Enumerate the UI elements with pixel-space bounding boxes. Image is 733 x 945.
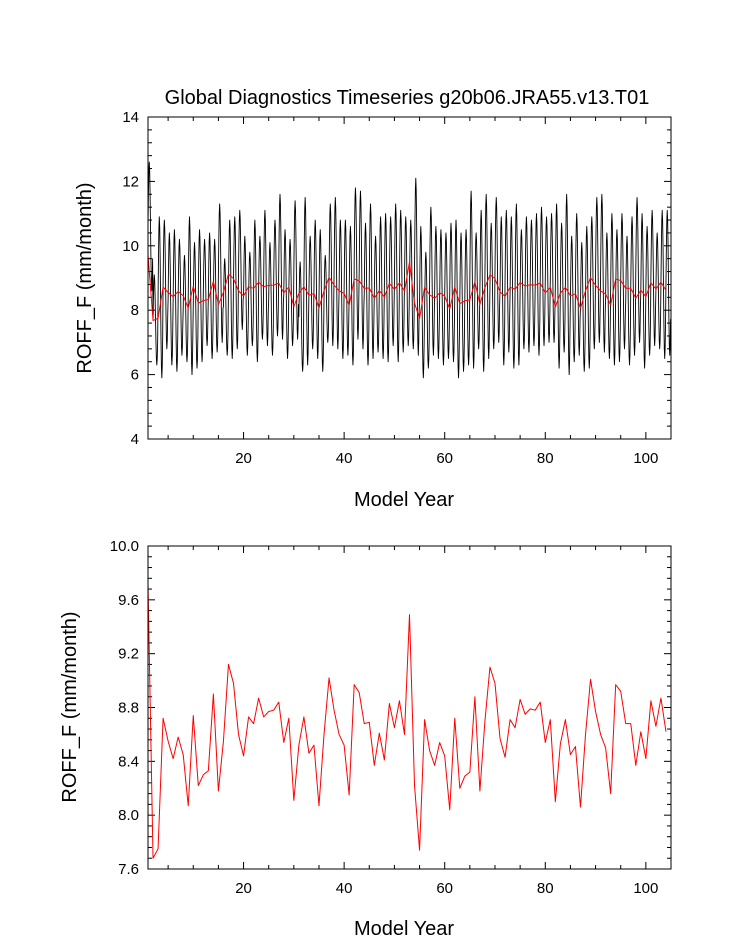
y-tick-label: 8.8 <box>118 700 139 717</box>
x-tick-label: 20 <box>235 880 252 897</box>
x-tick-label: 60 <box>436 450 453 467</box>
axis-ticks: 20 40 60 80 100 4 6 8 10 12 14 <box>122 109 672 467</box>
x-tick-label: 20 <box>235 450 252 467</box>
x-tick-label: 40 <box>336 880 353 897</box>
plot-series <box>148 161 671 379</box>
y-tick-label: 12 <box>122 173 139 190</box>
monthly-series-line <box>148 161 671 379</box>
annual-mean-series-line <box>148 254 667 321</box>
x-axis-label: Model Year <box>354 918 454 940</box>
y-tick-label: 10 <box>122 238 139 255</box>
y-axis-label: ROFF_F (mm/month) <box>59 611 81 802</box>
x-tick-label: 60 <box>436 880 453 897</box>
x-axis-label: Model Year <box>354 489 454 511</box>
x-tick-label: 100 <box>633 450 658 467</box>
axis-ticks: 20 40 60 80 100 7.6 8.0 8.4 8.8 9.2 9.6 10.0 <box>110 538 672 897</box>
x-tick-label: 40 <box>336 450 353 467</box>
y-tick-label: 9.6 <box>118 592 139 609</box>
top-chart: Global Diagnostics Timeseries g20b06.JRA… <box>74 87 672 511</box>
plot-frame <box>147 545 672 870</box>
y-tick-label: 8 <box>131 302 139 319</box>
y-tick-label: 10.0 <box>110 538 139 555</box>
y-tick-label: 7.6 <box>118 861 139 878</box>
y-axis-label: ROFF_F (mm/month) <box>74 182 96 373</box>
y-tick-label: 8.4 <box>118 753 139 770</box>
y-tick-label: 9.2 <box>118 646 139 663</box>
bottom-chart: Model Year ROFF_F (mm/month) 20 40 60 80 100… <box>59 538 672 940</box>
annual-mean-series-line <box>148 583 667 859</box>
plot-frame <box>147 116 672 440</box>
y-tick-label: 4 <box>131 431 139 448</box>
y-tick-label: 8.0 <box>118 807 139 824</box>
y-tick-label: 6 <box>131 367 139 384</box>
x-tick-label: 100 <box>633 880 658 897</box>
chart-title: Global Diagnostics Timeseries g20b06.JRA… <box>165 87 650 109</box>
plot-series <box>148 583 667 859</box>
x-tick-label: 80 <box>537 450 554 467</box>
x-tick-label: 80 <box>537 880 554 897</box>
y-tick-label: 14 <box>122 109 139 126</box>
